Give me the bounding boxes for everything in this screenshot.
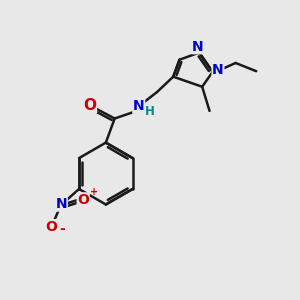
Text: +: + (90, 187, 98, 197)
Text: O: O (77, 193, 89, 207)
Text: O: O (45, 220, 57, 234)
Text: H: H (145, 105, 155, 118)
Text: N: N (56, 197, 67, 211)
Text: N: N (133, 99, 145, 113)
Text: N: N (212, 63, 224, 77)
Text: O: O (83, 98, 96, 113)
Text: -: - (59, 222, 65, 236)
Text: N: N (192, 40, 203, 54)
